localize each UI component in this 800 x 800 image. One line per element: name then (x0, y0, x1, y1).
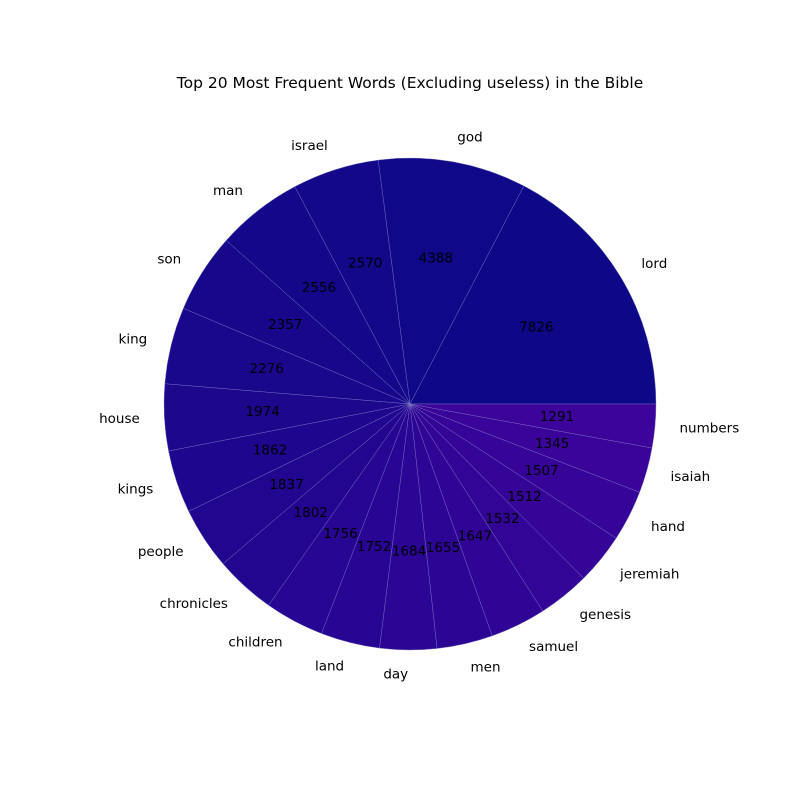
pie-label-isaiah: isaiah (671, 469, 711, 485)
pie-value-kings: 1862 (253, 443, 287, 459)
pie-value-hand: 1507 (524, 463, 558, 479)
pie-value-land: 1752 (357, 539, 391, 555)
pie-label-kings: kings (118, 482, 154, 498)
pie-label-hand: hand (651, 519, 685, 535)
pie-value-numbers: 1291 (540, 409, 574, 425)
pie-value-god: 4388 (419, 251, 453, 267)
pie-label-numbers: numbers (680, 420, 740, 436)
pie-label-children: children (228, 635, 282, 651)
pie-value-isaiah: 1345 (535, 436, 569, 452)
pie-label-people: people (138, 544, 184, 560)
pie-label-son: son (157, 252, 181, 268)
pie-label-jeremiah: jeremiah (619, 567, 679, 583)
pie-label-chronicles: chronicles (160, 596, 228, 612)
pie-value-children: 1756 (323, 526, 357, 542)
pie-label-lord: lord (641, 256, 667, 272)
pie-value-israel: 2570 (348, 255, 382, 271)
pie-slice-lord (409, 185, 657, 405)
pie-label-king: king (119, 331, 148, 347)
pie-label-god: god (457, 130, 482, 146)
pie-slice-god (377, 157, 525, 405)
chart-title: Top 20 Most Frequent Words (Excluding us… (176, 74, 643, 92)
pie-label-house: house (99, 411, 140, 427)
pie-slices (163, 157, 657, 651)
pie-value-house: 1974 (245, 404, 279, 420)
pie-value-people: 1837 (269, 477, 303, 493)
pie-value-chronicles: 1802 (294, 505, 328, 521)
pie-label-man: man (213, 183, 243, 199)
pie-value-day: 1684 (392, 544, 426, 560)
pie-value-jeremiah: 1512 (507, 489, 541, 505)
pie-value-son: 2357 (268, 317, 302, 333)
pie-slice-numbers (409, 403, 657, 449)
pie-label-land: land (315, 658, 344, 674)
pie-label-day: day (383, 667, 408, 683)
pie-category-labels: lord god israel man son king house kings people c… (99, 130, 739, 683)
pie-value-labels: 7826 4388 2570 2556 2357 2276 1974 1862 1837 1802… (245, 251, 574, 560)
pie-value-king: 2276 (249, 361, 283, 377)
pie-value-samuel: 1647 (458, 529, 492, 545)
pie-value-lord: 7826 (519, 320, 553, 336)
pie-value-genesis: 1532 (485, 511, 519, 527)
pie-value-men: 1655 (426, 540, 460, 556)
pie-label-israel: israel (291, 138, 328, 154)
pie-label-men: men (471, 660, 501, 676)
pie-label-samuel: samuel (529, 639, 578, 655)
pie-label-genesis: genesis (579, 607, 631, 623)
pie-value-man: 2556 (302, 280, 336, 296)
